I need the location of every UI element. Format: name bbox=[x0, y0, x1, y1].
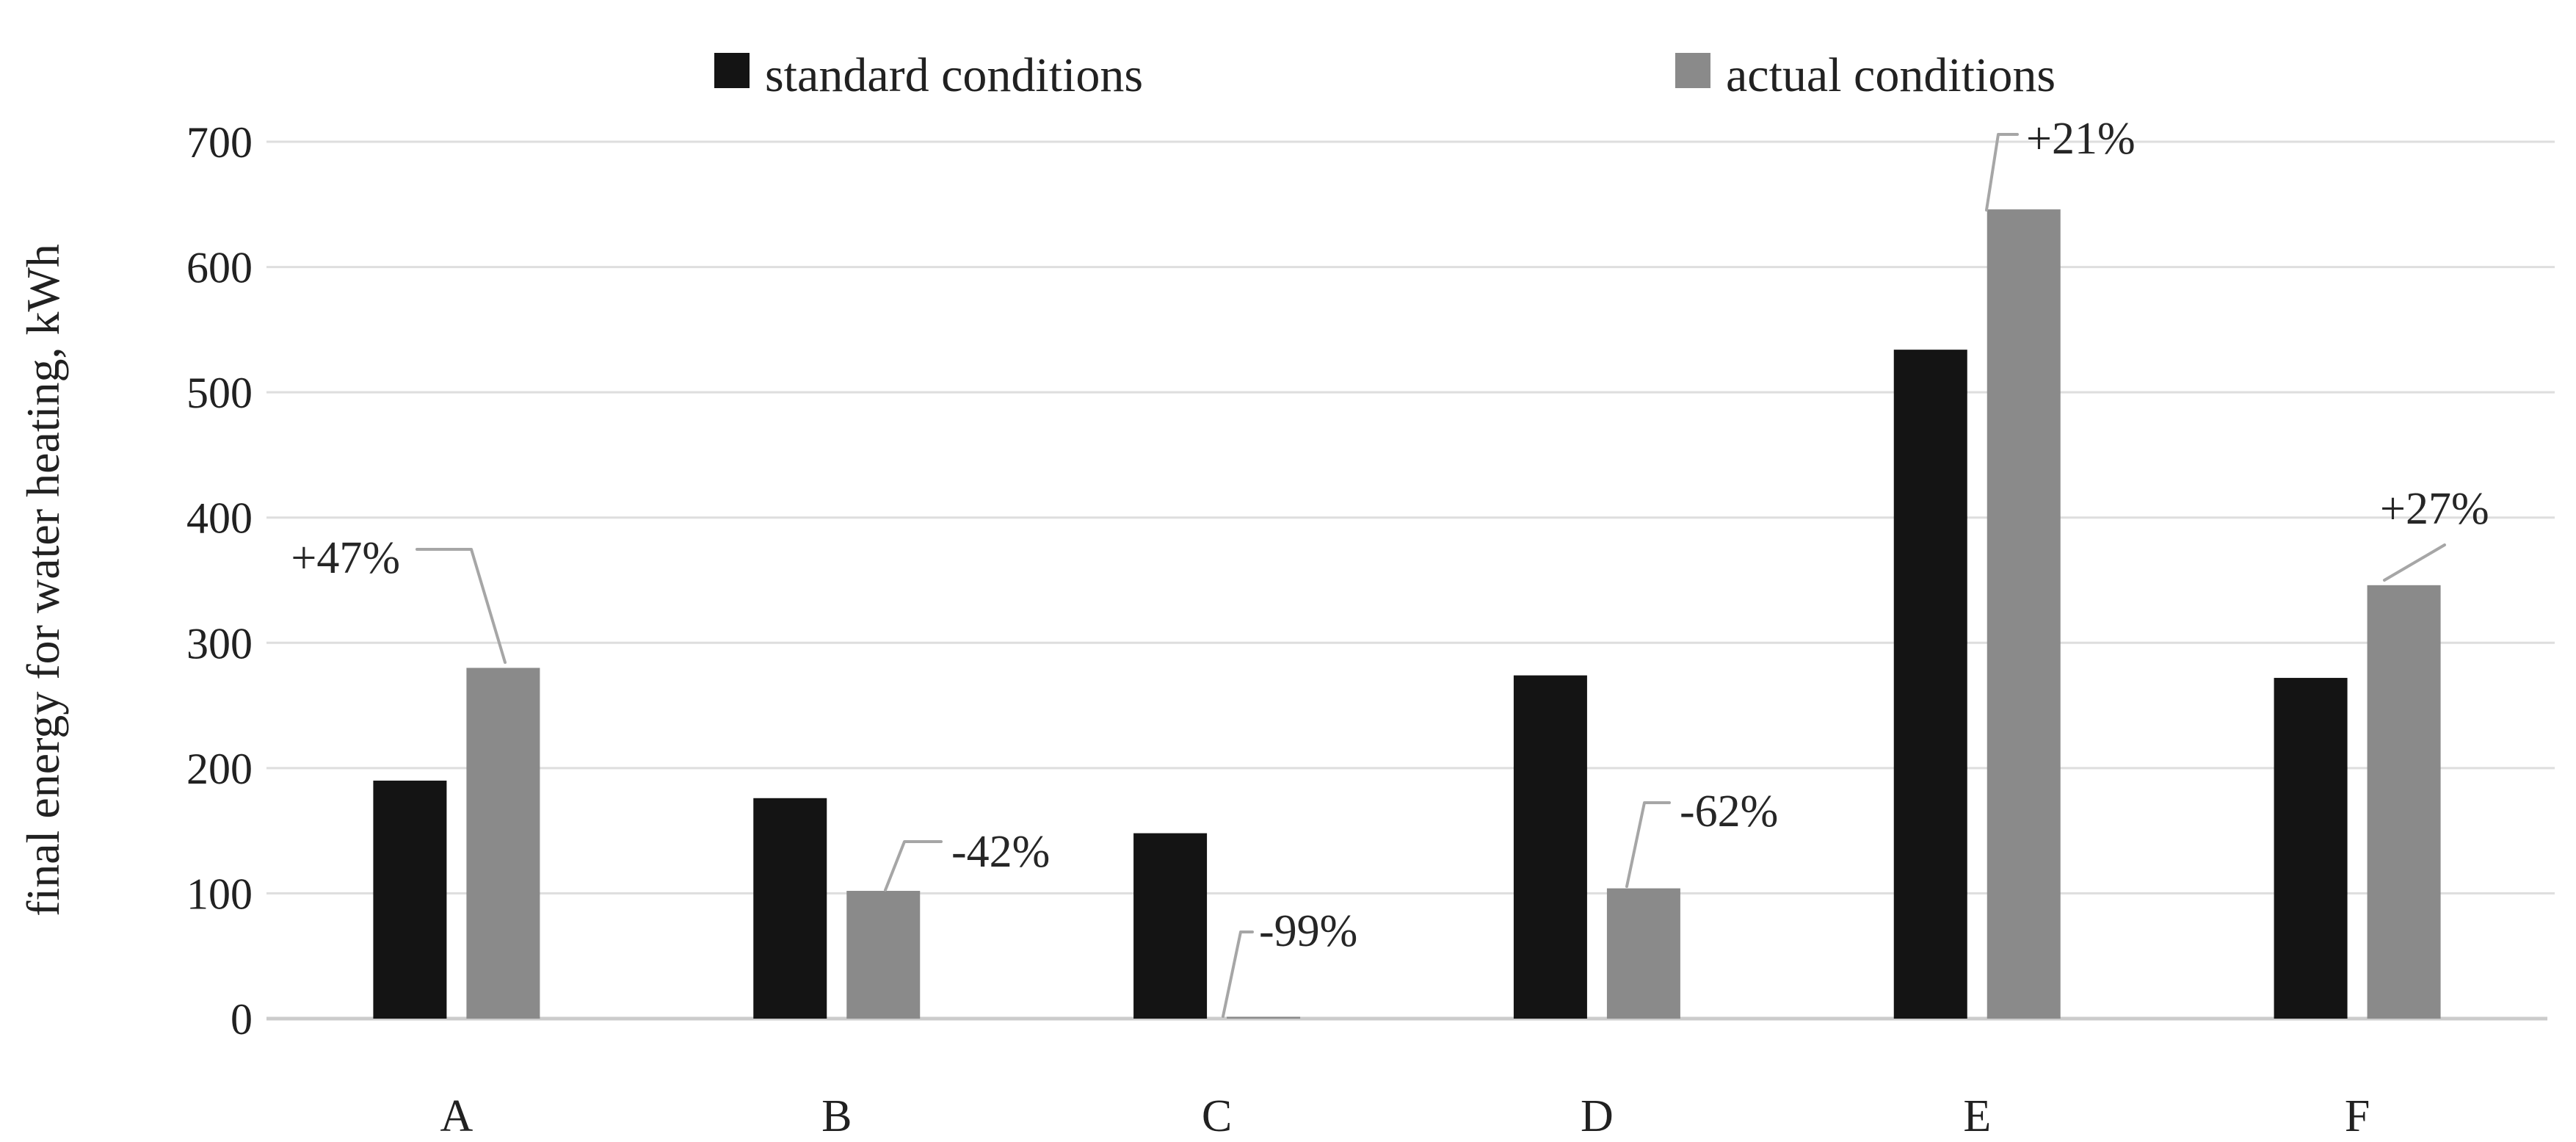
annotation-leader-line-B bbox=[884, 840, 943, 892]
bars-layer bbox=[373, 209, 2441, 1019]
annotation-label-F: +27% bbox=[2380, 484, 2489, 534]
x-category-label-A: A bbox=[440, 1091, 474, 1141]
bar-actual-B bbox=[846, 891, 921, 1019]
legend-label-standard-conditions: standard conditions bbox=[765, 48, 1143, 102]
bar-standard-B bbox=[753, 798, 827, 1019]
bar-standard-C bbox=[1133, 833, 1208, 1019]
annotation-leader-line-D bbox=[1625, 801, 1671, 888]
x-category-label-F: F bbox=[2345, 1091, 2370, 1141]
legend: standard conditions actual conditions bbox=[714, 48, 2056, 102]
bar-standard-A bbox=[373, 780, 447, 1019]
category-labels-layer: A B C D E F bbox=[440, 1091, 2370, 1141]
y-tick-label-600: 600 bbox=[186, 244, 253, 292]
annotation-leader-line-A bbox=[416, 548, 507, 664]
annotation-label-C: -99% bbox=[1259, 906, 1357, 956]
y-tick-label-700: 700 bbox=[186, 118, 253, 167]
x-category-label-C: C bbox=[1202, 1091, 1232, 1141]
y-tick-label-500: 500 bbox=[186, 369, 253, 417]
y-tick-label-0: 0 bbox=[231, 995, 253, 1044]
legend-label-actual-conditions: actual conditions bbox=[1726, 48, 2056, 102]
annotation-leader-line-F bbox=[2383, 543, 2446, 582]
annotation-label-D: -62% bbox=[1680, 787, 1778, 836]
annotation-label-B: -42% bbox=[951, 827, 1050, 877]
bar-actual-C bbox=[1227, 1016, 1301, 1019]
y-axis-title: final energy for water heating, kWh bbox=[17, 244, 69, 917]
y-tick-label-100: 100 bbox=[186, 870, 253, 918]
annotation-label-A: +47% bbox=[291, 533, 400, 583]
bar-standard-E bbox=[1893, 350, 1967, 1019]
annotation-leader-line-E bbox=[1985, 133, 2019, 212]
bar-actual-A bbox=[466, 668, 540, 1019]
y-tick-label-400: 400 bbox=[186, 494, 253, 543]
gridlines-layer bbox=[266, 140, 2555, 1021]
y-tick-label-300: 300 bbox=[186, 619, 253, 668]
bar-standard-D bbox=[1513, 675, 1587, 1019]
legend-swatch-actual-conditions bbox=[1675, 53, 1710, 88]
x-category-label-B: B bbox=[821, 1091, 852, 1141]
bar-actual-E bbox=[1987, 209, 2061, 1019]
annotations-layer: +47% -42% -99% -62% +21% +27% bbox=[291, 114, 2489, 1018]
bar-actual-F bbox=[2367, 585, 2441, 1019]
y-tick-labels-layer: 0 100 200 300 400 500 600 700 bbox=[186, 118, 253, 1044]
legend-swatch-standard-conditions bbox=[714, 53, 750, 88]
bar-standard-F bbox=[2274, 678, 2348, 1019]
y-tick-label-200: 200 bbox=[186, 745, 253, 793]
bar-actual-D bbox=[1606, 888, 1680, 1019]
annotation-leader-line-C bbox=[1222, 930, 1254, 1018]
x-category-label-D: D bbox=[1581, 1091, 1614, 1141]
annotation-label-E: +21% bbox=[2026, 114, 2136, 164]
x-category-label-E: E bbox=[1963, 1091, 1991, 1141]
